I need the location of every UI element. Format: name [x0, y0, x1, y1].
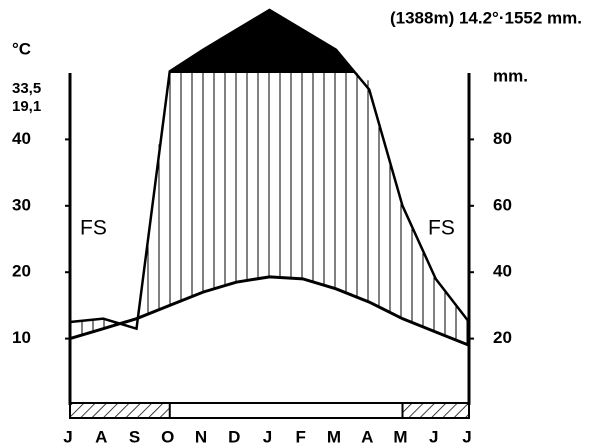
side-label: FS [428, 217, 455, 240]
x-tick-label: M [327, 427, 341, 446]
x-tick-label: O [161, 427, 174, 446]
y-tick-label: 40 [12, 129, 31, 148]
x-tick-label: M [393, 427, 407, 446]
x-tick-label: J [462, 427, 471, 446]
x-tick-label: J [263, 427, 272, 446]
x-tick-label: A [95, 427, 107, 446]
y2-tick-label: 80 [493, 129, 512, 148]
x-tick-label: J [429, 427, 438, 446]
temperature-line [69, 275, 470, 347]
y2-tick-label: 40 [493, 262, 512, 281]
x-tick-label: A [361, 427, 373, 446]
y-tick-label: 30 [12, 195, 31, 214]
x-tick-label: J [63, 427, 72, 446]
y2-tick-label: 60 [493, 195, 512, 214]
annotation: 19,1 [12, 98, 41, 115]
x-tick-label: N [195, 427, 207, 446]
y-tick-label: 20 [12, 262, 31, 281]
x-tick-label: F [296, 427, 306, 446]
frost-range [401, 402, 470, 419]
y2-tick-label: 20 [493, 328, 512, 347]
x-tick-label: D [228, 427, 240, 446]
y-tick-label: 10 [12, 328, 31, 347]
precipitation-line [69, 8, 470, 331]
side-label: FS [80, 217, 107, 240]
chart-title: (1388m) 14.2°·1552 mm. [390, 8, 582, 27]
y2-axis-label: mm. [493, 66, 528, 85]
frost-range [69, 402, 171, 419]
y-axis-label: °C [12, 39, 31, 58]
x-tick-label: S [129, 427, 140, 446]
annotation: 33,5 [12, 80, 41, 97]
perhumid-area [70, 9, 469, 73]
